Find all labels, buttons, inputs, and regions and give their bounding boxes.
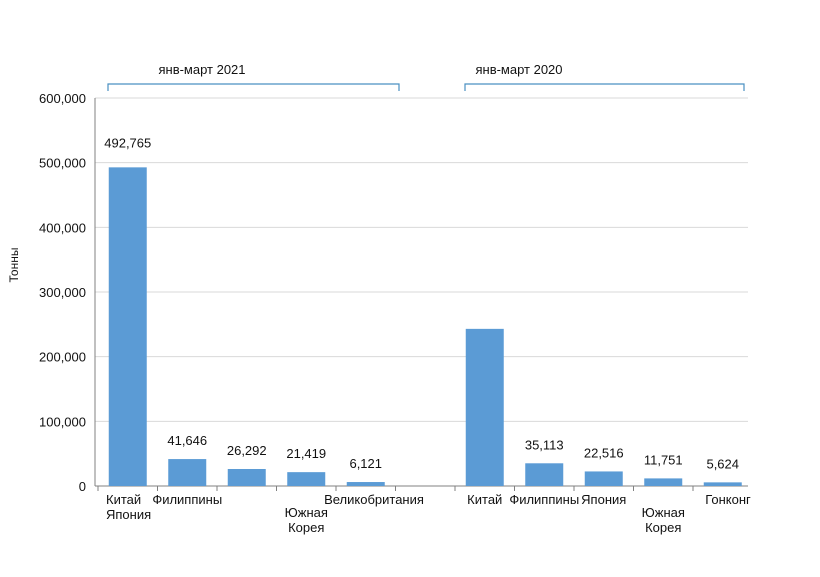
bar xyxy=(108,167,147,486)
category-label: Китай xyxy=(467,492,502,507)
bar xyxy=(346,482,385,486)
category-label: Корея xyxy=(288,520,324,535)
y-tick-label: 200,000 xyxy=(39,350,86,365)
category-label: Япония xyxy=(581,492,626,507)
bar xyxy=(525,463,564,486)
axes xyxy=(94,98,748,491)
y-tick-label: 500,000 xyxy=(39,156,86,171)
category-label: Корея xyxy=(645,520,681,535)
gridlines xyxy=(95,97,748,422)
y-axis-label: Тонны xyxy=(7,248,21,283)
category-label: Гонконг xyxy=(705,492,751,507)
bar xyxy=(644,478,683,486)
bar xyxy=(584,471,623,486)
category-label: Южная xyxy=(285,505,328,520)
category-label: Южная xyxy=(642,505,685,520)
data-label: 22,516 xyxy=(584,445,624,460)
group-bracket xyxy=(107,83,400,91)
category-label: Филиппины xyxy=(509,492,579,507)
category-label: Филиппины xyxy=(152,492,222,507)
bars xyxy=(108,167,742,486)
bar xyxy=(465,328,504,486)
bar xyxy=(168,459,207,486)
data-label: 35,113 xyxy=(525,437,564,452)
y-tick-label: 100,000 xyxy=(39,414,86,429)
data-label: 41,646 xyxy=(167,433,207,448)
bar xyxy=(227,468,266,486)
group-bracket xyxy=(464,83,745,91)
group-label: янв-март 2021 xyxy=(158,62,245,77)
data-label: 492,765 xyxy=(104,135,151,150)
data-labels: 492,765 41,646 26,292 21,419 6,121 35,113 22,5… xyxy=(104,135,739,471)
data-label: 26,292 xyxy=(227,443,267,458)
category-label: Япония xyxy=(106,507,151,522)
category-labels: КитайЯпонияФилиппиныЮжнаяКореяВеликобрит… xyxy=(106,492,751,535)
y-tick-label: 400,000 xyxy=(39,220,86,235)
bar xyxy=(287,472,326,486)
group-brackets: янв-март 2021 янв-март 2020 xyxy=(107,62,745,91)
y-tick-label: 300,000 xyxy=(39,285,86,300)
y-tick-labels: 0 100,000 200,000 300,000 400,000 500,000 600,… xyxy=(39,91,86,494)
bar xyxy=(703,482,742,486)
group-label: янв-март 2020 xyxy=(475,62,562,77)
category-label: Великобритания xyxy=(324,492,424,507)
category-label: Китай xyxy=(106,492,141,507)
data-label: 6,121 xyxy=(349,456,382,471)
y-tick-label: 0 xyxy=(79,479,86,494)
data-label: 11,751 xyxy=(644,452,683,467)
data-label: 21,419 xyxy=(286,446,326,461)
data-label: 5,624 xyxy=(706,456,739,471)
y-tick-label: 600,000 xyxy=(39,91,86,106)
